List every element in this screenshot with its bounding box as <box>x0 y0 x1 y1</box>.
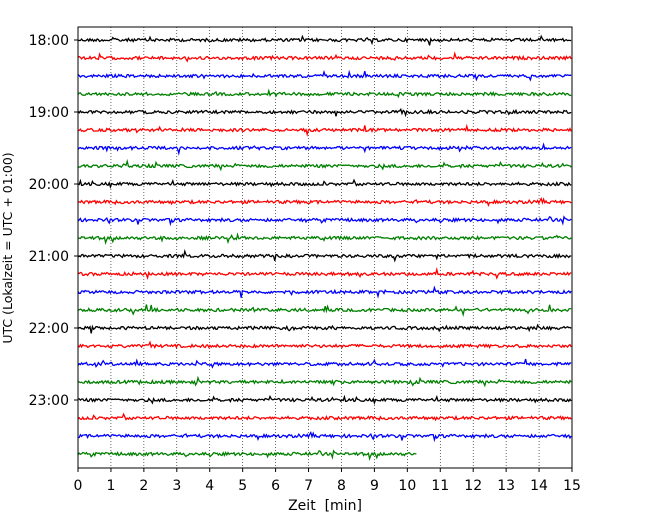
seismogram-trace <box>77 394 572 405</box>
x-tick-label: 5 <box>238 478 247 494</box>
seismogram-trace <box>77 107 572 118</box>
y-tick-label: 23:00 <box>29 393 69 409</box>
x-tick-label: 12 <box>464 478 482 494</box>
seismogram-trace <box>77 88 572 99</box>
y-tick-label: 18:00 <box>29 33 69 49</box>
seismogram-trace <box>77 196 572 207</box>
y-axis-ticks: 18:00 19:00 20:00 21:00 22:00 23:00 <box>29 33 78 409</box>
seismogram-trace <box>77 285 572 299</box>
x-tick-label: 10 <box>398 478 416 494</box>
x-tick-label: 2 <box>139 478 148 494</box>
x-tick-label: 7 <box>304 478 313 494</box>
seismogram-trace <box>77 248 572 263</box>
y-tick-label: 20:00 <box>29 177 69 193</box>
x-tick-label: 0 <box>74 478 83 494</box>
seismogram-trace <box>77 340 572 350</box>
x-tick-label: 6 <box>271 478 280 494</box>
trace-rows <box>77 34 572 462</box>
x-tick-label: 14 <box>530 478 548 494</box>
seismogram-trace <box>77 358 572 369</box>
x-axis-label: Zeit [min] <box>288 498 362 514</box>
seismogram-trace <box>77 323 572 334</box>
seismogram-trace <box>77 178 572 189</box>
x-tick-label: 15 <box>563 478 581 494</box>
plot-frame <box>77 26 573 469</box>
seismogram-trace <box>77 123 572 137</box>
x-tick-label: 13 <box>497 478 515 494</box>
y-tick-label: 19:00 <box>29 105 69 121</box>
y-tick-label: 21:00 <box>29 249 69 265</box>
seismogram-trace <box>77 34 572 46</box>
x-axis-ticks: 0 1 2 3 4 5 6 7 8 9 10 11 12 13 14 15 <box>74 468 581 494</box>
y-tick-label: 22:00 <box>29 321 69 337</box>
seismogram-trace <box>77 412 572 422</box>
x-tick-label: 9 <box>370 478 379 494</box>
x-tick-label: 1 <box>106 478 115 494</box>
seismogram-trace <box>77 375 572 388</box>
seismogram-trace <box>77 232 572 246</box>
seismogram-trace <box>77 69 572 82</box>
seismogram-trace <box>77 304 572 318</box>
x-tick-label: 4 <box>205 478 214 494</box>
seismogram-trace <box>77 51 572 63</box>
x-tick-label: 11 <box>431 478 449 494</box>
seismogram-trace <box>77 449 417 462</box>
seismogram-trace <box>77 142 572 156</box>
seismogram-trace <box>77 215 572 227</box>
seismogram-trace <box>77 430 572 443</box>
x-tick-label: 3 <box>172 478 181 494</box>
seismogram-trace <box>77 267 572 281</box>
x-tick-label: 8 <box>337 478 346 494</box>
y-axis-label: UTC (Lokalzeit = UTC + 01:00) <box>0 152 15 343</box>
seismogram-trace <box>77 158 572 172</box>
